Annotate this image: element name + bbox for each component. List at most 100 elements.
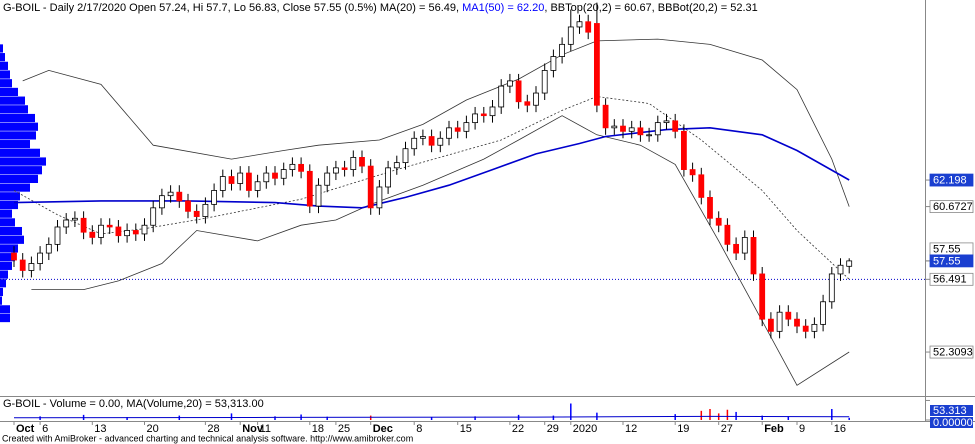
candle-body (724, 224, 731, 245)
candle-body (185, 200, 191, 212)
candle-body (498, 85, 505, 108)
candle-body (393, 162, 400, 169)
candle-body (237, 172, 244, 184)
price-pane (0, 2, 925, 386)
price-label-box (929, 173, 974, 187)
profile-bar (0, 244, 18, 253)
candle-body (211, 190, 218, 205)
x-tick-label: 27 (721, 423, 733, 435)
candle-body (585, 21, 592, 33)
volume-title: G-BOIL - Volume = 0.00, MA(Volume,20) = … (3, 398, 264, 410)
candle-body (550, 56, 557, 71)
candle-body (193, 210, 200, 217)
x-tick-label: 16 (834, 423, 846, 435)
candle-body (202, 203, 209, 217)
candle-body (280, 169, 287, 179)
x-tick-label: Nov (242, 423, 264, 435)
profile-bar (0, 96, 25, 105)
candle-body (341, 167, 348, 170)
profile-bar (0, 148, 40, 157)
candle-body (272, 172, 278, 179)
candle-body (567, 26, 574, 45)
candle-body (628, 127, 635, 132)
candle-body (167, 191, 174, 197)
profile-bar (0, 296, 2, 305)
candle-body (576, 21, 583, 28)
profile-bar (0, 113, 35, 123)
bb-bottom-line (31, 115, 850, 386)
profile-bar (0, 209, 12, 218)
candle-body (254, 181, 261, 191)
candle-body (594, 23, 600, 106)
footer: Created with AmiBroker - advanced charti… (2, 433, 413, 443)
candle-body (72, 217, 78, 221)
x-tick-label: Dec (373, 423, 393, 435)
candle-body (289, 163, 296, 170)
candle-body (463, 122, 470, 132)
x-tick-label: 18 (312, 423, 324, 435)
candle-body (689, 169, 696, 176)
x-tick-label: 2020 (573, 423, 597, 435)
profile-bar (0, 44, 3, 53)
candle-body (533, 92, 539, 106)
profile-bar (0, 287, 3, 297)
x-tick-label: Feb (764, 423, 784, 435)
candle-body (794, 318, 800, 327)
candle-body (411, 137, 418, 150)
candle-body (681, 130, 687, 170)
candle-body (698, 174, 705, 198)
candle-body (176, 191, 183, 202)
candle-body (350, 157, 357, 170)
candle-body (245, 172, 252, 191)
candle-body (768, 318, 774, 332)
candle-body (428, 136, 435, 146)
candle-body (776, 311, 783, 332)
candle-body (367, 165, 374, 209)
profile-bar (0, 270, 8, 279)
candle-body (263, 172, 270, 183)
candle-body (733, 243, 739, 254)
x-tick-label: 28 (207, 423, 219, 435)
candle-body (402, 148, 409, 164)
x-tick-label: 8 (416, 423, 422, 435)
candle-body (454, 127, 461, 132)
candle-body (480, 113, 487, 117)
profile-bar (0, 218, 15, 227)
title-part: , BBTop(20,2) = 60.67, BBBot(20,2) = 52.… (544, 2, 757, 14)
candle-body (28, 263, 35, 271)
bb-top-line (22, 38, 850, 207)
price-label-box (929, 254, 974, 268)
x-tick-label: 22 (512, 423, 524, 435)
x-tick-label: 25 (338, 423, 350, 435)
candle-body (141, 224, 148, 235)
candle-body (115, 226, 122, 237)
candle-body (750, 237, 757, 275)
profile-bar (0, 61, 8, 70)
candle-body (98, 224, 104, 238)
volume-label-box (930, 405, 973, 416)
candle-body (385, 167, 392, 188)
price-label-box (929, 345, 974, 359)
profile-bar (0, 226, 22, 236)
candle-body (524, 101, 531, 106)
profile-bar (0, 305, 10, 314)
profile-bar (0, 200, 18, 210)
candle-body (515, 80, 522, 103)
x-tick-label: 6 (42, 423, 48, 435)
volume-tick-label: 53.313 (933, 405, 967, 417)
volume-tick-label: 0.00000 (933, 417, 973, 429)
candle-body (654, 122, 661, 136)
price-label: 60.6727 (933, 201, 973, 213)
candle-body (741, 237, 748, 254)
profile-bar (0, 79, 12, 88)
candle-body (298, 163, 305, 172)
profile-bar (0, 166, 42, 175)
x-tick-label: 12 (625, 423, 637, 435)
candle-body (11, 252, 17, 261)
candle-body (611, 125, 618, 129)
profile-bar (0, 235, 24, 244)
candle-body (637, 127, 644, 136)
candle-body (506, 80, 513, 87)
